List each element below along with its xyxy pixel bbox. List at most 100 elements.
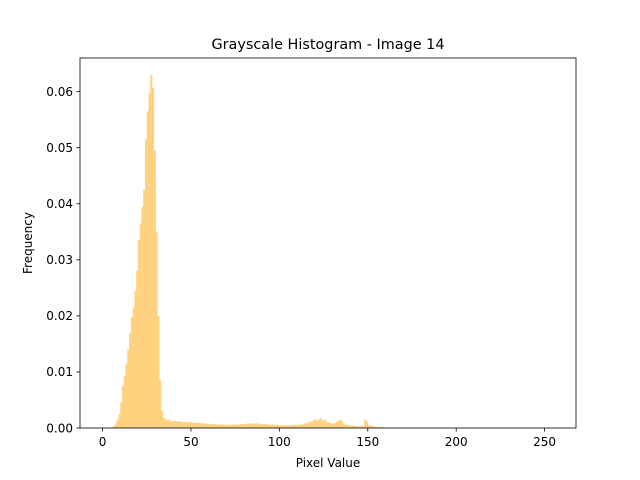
x-axis-label: Pixel Value	[296, 456, 361, 470]
x-tick-label: 150	[356, 435, 379, 449]
histogram-bar	[189, 421, 192, 428]
histogram-bar	[268, 424, 271, 428]
histogram-bar	[187, 422, 190, 428]
histogram-bar	[364, 419, 367, 428]
histogram-bar	[374, 426, 377, 428]
histogram-bar	[282, 425, 285, 428]
y-tick-label: 0.06	[46, 85, 73, 99]
histogram-bar	[167, 419, 171, 428]
histogram-bar	[274, 424, 277, 428]
y-tick-label: 0.01	[46, 365, 73, 379]
histogram-bar	[144, 139, 148, 429]
histogram-bar	[272, 424, 275, 428]
histogram-bar	[293, 424, 296, 428]
histogram-bar	[242, 424, 245, 428]
histogram-bar	[357, 426, 360, 428]
histogram-bar	[373, 426, 376, 428]
histogram-bar	[353, 425, 356, 428]
x-tick-label: 100	[268, 435, 291, 449]
histogram-bar	[146, 111, 149, 428]
histogram-bar	[137, 240, 140, 428]
histogram-bar	[199, 423, 202, 428]
histogram-bar	[380, 426, 383, 428]
histogram-bar	[344, 424, 347, 428]
histogram-bar	[270, 424, 273, 428]
histogram-bar	[183, 421, 186, 428]
histogram-bar	[221, 424, 224, 428]
histogram-bar	[127, 349, 130, 428]
histogram-bar	[116, 419, 119, 428]
histogram-bar	[222, 424, 225, 428]
histogram-bar	[337, 420, 340, 428]
histogram-bar	[341, 421, 344, 428]
histogram-bar	[201, 422, 204, 428]
histogram-bar	[258, 423, 261, 428]
histogram-bar	[350, 425, 353, 428]
histogram-bar	[346, 425, 349, 428]
histogram-bar	[265, 424, 268, 428]
histogram-bar	[321, 421, 324, 428]
histogram-bar	[231, 424, 234, 428]
histogram-bar	[233, 424, 236, 428]
histogram-bar	[141, 206, 144, 428]
histogram-bar	[203, 423, 206, 428]
histogram-bar	[259, 424, 262, 428]
histogram-bar	[358, 426, 362, 428]
histogram-bar	[139, 223, 142, 428]
histogram-bar	[335, 421, 339, 428]
histogram-bar	[171, 421, 174, 428]
histogram-bar	[122, 385, 125, 428]
histogram-bar	[316, 420, 319, 428]
histogram-bar	[332, 423, 335, 428]
histogram-bar	[254, 423, 257, 428]
histogram-bar	[210, 424, 213, 428]
histogram-bar	[175, 421, 178, 428]
histogram-bar	[279, 425, 282, 428]
histogram-bar	[129, 333, 132, 428]
histogram-bar	[371, 426, 374, 428]
y-axis-label: Frequency	[21, 212, 35, 274]
histogram-bar	[330, 423, 333, 428]
x-tick-label: 50	[183, 435, 198, 449]
histogram-bar	[236, 424, 239, 428]
histogram-bar	[143, 189, 146, 428]
chart-title: Grayscale Histogram - Image 14	[211, 37, 444, 53]
histogram-bar	[120, 402, 123, 428]
histogram-bar	[159, 380, 162, 428]
histogram-bar	[148, 92, 151, 428]
histogram-bar	[320, 418, 323, 428]
histogram-bar	[123, 375, 126, 428]
histogram-bar	[160, 411, 163, 428]
histogram-bar	[277, 425, 280, 428]
histogram-bar	[228, 424, 231, 428]
histogram-bar	[298, 424, 301, 428]
histogram-bar	[328, 422, 331, 428]
histogram-bar	[208, 423, 211, 428]
histogram-bar	[251, 423, 254, 428]
y-axis-ticks: 0.00 0.01 0.02 0.03 0.04 0.05 0.06	[46, 85, 80, 435]
histogram-bar	[348, 425, 351, 428]
histogram-bar	[113, 425, 116, 428]
histogram-bar	[297, 424, 300, 428]
histogram-bar	[300, 424, 303, 428]
histogram-bar	[217, 424, 220, 428]
histogram-bars	[109, 74, 388, 429]
histogram-bar	[238, 424, 241, 428]
histogram-bar	[173, 420, 176, 428]
histogram-bar	[235, 424, 238, 428]
x-tick-label: 200	[445, 435, 468, 449]
histogram-bar	[150, 74, 153, 428]
histogram-bar	[118, 413, 121, 428]
histogram-bar	[212, 424, 215, 428]
histogram-bar	[366, 421, 369, 428]
histogram-bar	[334, 422, 337, 428]
histogram-bar	[194, 422, 197, 428]
histogram-bar	[166, 420, 169, 428]
histogram-bar	[252, 423, 255, 428]
histogram-bar	[205, 423, 208, 428]
histogram-bar	[323, 419, 326, 428]
x-tick-label: 250	[533, 435, 556, 449]
histogram-bar	[275, 424, 278, 428]
histogram-bar	[245, 423, 248, 428]
